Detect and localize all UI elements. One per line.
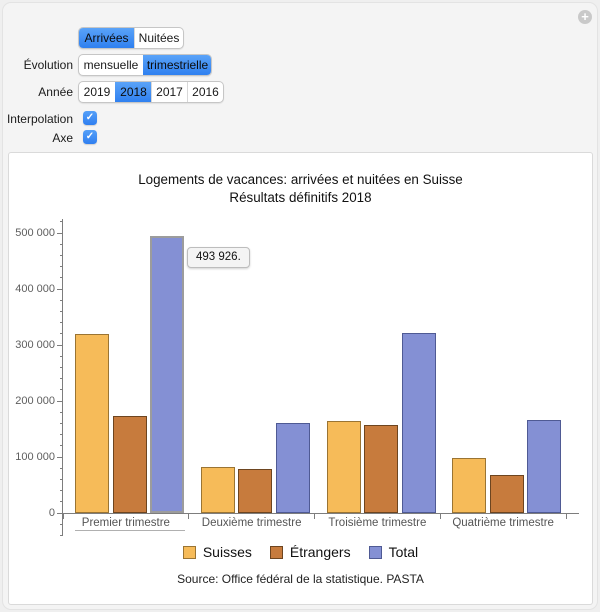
- legend-swatch-suisses: [182, 545, 196, 559]
- x-group-tick: [439, 513, 441, 519]
- y-minor-tick: [60, 434, 63, 436]
- y-major-tick: [57, 288, 63, 290]
- bar-total-4[interactable]: [527, 420, 562, 513]
- metric-option-nuitees[interactable]: Nuitées: [134, 28, 183, 48]
- y-minor-tick: [60, 366, 63, 368]
- metric-option-arrivees[interactable]: Arrivées: [79, 28, 134, 48]
- x-group-tick: [314, 513, 315, 519]
- annee-label: Année: [38, 85, 73, 99]
- y-minor-tick: [60, 478, 63, 480]
- legend-swatch-étrangers: [269, 545, 283, 559]
- chart-title: Logements de vacances: arrivées et nuité…: [138, 172, 463, 187]
- y-minor-tick: [60, 378, 63, 380]
- expand-controls-icon[interactable]: +: [578, 10, 592, 24]
- y-tick-label: 200 000: [15, 395, 55, 407]
- evolution-option-mensuelle[interactable]: mensuelle: [79, 55, 143, 75]
- metric-toggle: Arrivées Nuitées: [78, 27, 184, 49]
- y-tick-label: 400 000: [15, 283, 55, 295]
- x-category-label: Quatrième trimestre: [452, 517, 554, 529]
- x-category-label: Premier trimestre: [81, 517, 170, 529]
- y-minor-tick: [60, 534, 63, 536]
- y-minor-tick: [60, 490, 63, 492]
- y-minor-tick: [60, 310, 63, 312]
- x-group-tick: [188, 513, 190, 519]
- y-minor-tick: [60, 355, 63, 357]
- x-group-tick: [565, 513, 567, 519]
- evolution-label: Évolution: [23, 58, 73, 72]
- y-tick-label: 100 000: [15, 451, 55, 463]
- bar-total-3[interactable]: [401, 332, 436, 513]
- evolution-option-trimestrielle[interactable]: trimestrielle: [143, 55, 211, 75]
- y-tick-label: 500 000: [15, 227, 55, 239]
- x-category-label: Deuxième trimestre: [201, 517, 302, 529]
- bar-étrangers-3[interactable]: [364, 424, 398, 513]
- axe-label: Axe: [52, 131, 73, 145]
- interpolation-label: Interpolation: [6, 112, 73, 126]
- x-category-label: Troisième trimestre: [328, 517, 427, 529]
- chart-legend: Suisses Étrangers Total: [9, 544, 592, 560]
- bar-suisses-4[interactable]: [452, 457, 487, 513]
- bar-étrangers-1[interactable]: [112, 415, 147, 513]
- y-minor-tick: [60, 389, 63, 391]
- hovered-group-underline: [75, 530, 185, 531]
- legend-item-étrangers: Étrangers: [269, 544, 351, 560]
- y-minor-tick: [60, 333, 63, 335]
- bar-total-2[interactable]: [275, 423, 310, 513]
- legend-item-suisses: Suisses: [182, 544, 252, 560]
- chart-subtitle: Résultats définitifs 2018: [229, 190, 372, 205]
- y-major-tick: [57, 344, 63, 346]
- y-minor-tick: [60, 221, 63, 223]
- y-minor-tick: [60, 299, 63, 301]
- legend-swatch-total: [368, 545, 382, 559]
- source-text: Source: Office fédéral de la statistique…: [177, 572, 424, 586]
- y-minor-tick: [60, 523, 63, 525]
- y-minor-tick: [60, 243, 63, 245]
- y-minor-tick: [60, 254, 63, 256]
- y-minor-tick: [60, 445, 63, 447]
- bar-étrangers-4[interactable]: [489, 475, 524, 513]
- annee-option-2016[interactable]: 2016: [187, 82, 223, 102]
- axe-checkbox[interactable]: ✓: [83, 130, 97, 144]
- y-major-tick: [57, 400, 63, 402]
- bar-suisses-2[interactable]: [200, 466, 235, 513]
- y-minor-tick: [60, 266, 63, 268]
- legend-label: Suisses: [202, 544, 252, 560]
- x-group-tick: [62, 513, 64, 519]
- bar-value-tooltip: 493 926.: [187, 247, 250, 268]
- bar-suisses-1[interactable]: [75, 333, 109, 513]
- y-major-tick: [57, 456, 63, 458]
- y-tick-label: 0: [48, 507, 55, 519]
- y-minor-tick: [60, 501, 63, 503]
- chart-panel: Logements de vacances: arrivées et nuité…: [8, 152, 593, 605]
- annee-option-2018[interactable]: 2018: [115, 82, 151, 102]
- annee-option-2017[interactable]: 2017: [151, 82, 187, 102]
- evolution-toggle: mensuelle trimestrielle: [78, 54, 212, 76]
- y-axis: [62, 219, 63, 536]
- y-minor-tick: [60, 467, 63, 469]
- interpolation-checkbox[interactable]: ✓: [83, 111, 97, 125]
- y-major-tick: [57, 512, 63, 514]
- bar-total-1[interactable]: [150, 236, 184, 513]
- y-major-tick: [57, 232, 63, 234]
- annee-option-2019[interactable]: 2019: [79, 82, 115, 102]
- x-axis: [63, 512, 579, 514]
- y-tick-label: 300 000: [15, 339, 55, 351]
- legend-item-total: Total: [368, 544, 419, 560]
- y-minor-tick: [60, 322, 63, 324]
- y-minor-tick: [60, 422, 63, 424]
- legend-label: Étrangers: [289, 544, 351, 560]
- bar-étrangers-2[interactable]: [238, 469, 273, 513]
- bar-suisses-3[interactable]: [326, 421, 361, 513]
- y-minor-tick: [60, 277, 63, 279]
- bar-chart: 0 100 000 200 000 300 000 400 000 500 000 Prem…: [9, 153, 592, 604]
- annee-setter: 2019 2018 2017 2016: [78, 81, 224, 103]
- y-minor-tick: [60, 411, 63, 413]
- legend-label: Total: [388, 544, 419, 560]
